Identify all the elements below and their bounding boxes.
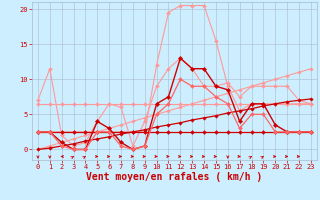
X-axis label: Vent moyen/en rafales ( km/h ): Vent moyen/en rafales ( km/h ) [86,172,262,182]
